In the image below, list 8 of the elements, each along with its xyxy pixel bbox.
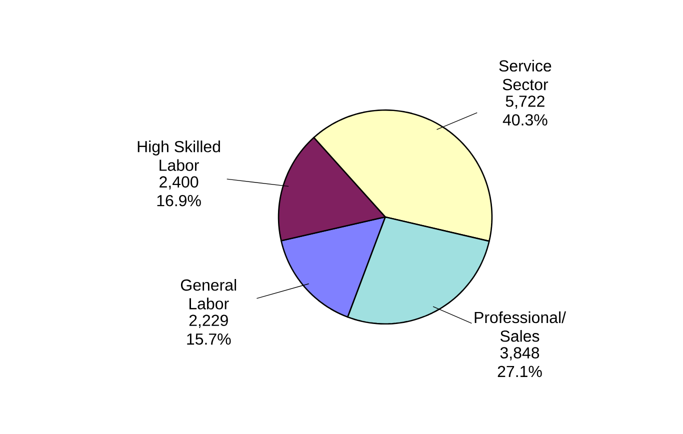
legend-label: General Labor: [180, 279, 236, 310]
slice-label: High Skilled Labor: [138, 140, 220, 171]
data-label: 5,722 40.3%: [502, 96, 548, 126]
slice-label: Professional/ Sales: [474, 311, 566, 342]
data-label: 3,848 27.1%: [498, 347, 542, 378]
data-label: 2,400 16.9%: [157, 176, 201, 206]
data-label: 2,229 15.7%: [187, 314, 231, 345]
slice-label: Service Sector: [499, 60, 552, 90]
